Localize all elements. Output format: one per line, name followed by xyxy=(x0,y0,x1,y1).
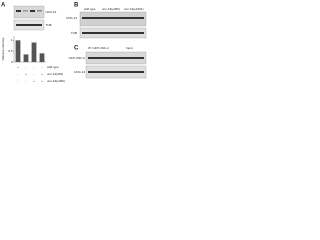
header: IP: GFP-UNC-2 xyxy=(88,46,109,50)
header: Input xyxy=(126,46,133,50)
lane-label: wild type xyxy=(84,7,96,11)
bar xyxy=(39,53,45,62)
sign: - xyxy=(42,65,43,69)
sign: - xyxy=(18,72,19,76)
sign: - xyxy=(26,79,27,83)
blot-label: UNC-13 xyxy=(46,10,57,14)
sign: - xyxy=(34,65,35,69)
sign: - xyxy=(26,65,27,69)
y-tick-label: 0 xyxy=(11,60,13,64)
panel-label: B xyxy=(74,3,79,9)
band xyxy=(88,57,144,59)
row-label: wild type xyxy=(47,65,59,69)
blot-label: GFP-UNC-2 xyxy=(69,56,86,60)
page: {"panel_a": {"label": "A", "blot_labels"… xyxy=(0,0,150,91)
band xyxy=(82,32,144,34)
sign: + xyxy=(33,79,35,83)
figure: A B C UNC-13 TUB Relative intensity UNC-… xyxy=(1,3,147,83)
sign: + xyxy=(17,65,19,69)
bands xyxy=(16,10,42,26)
sign: - xyxy=(34,72,35,76)
blot xyxy=(13,5,45,19)
band xyxy=(82,17,144,19)
panel-label: A xyxy=(1,3,6,9)
bar xyxy=(31,42,37,62)
band xyxy=(16,10,21,12)
bar xyxy=(15,40,21,62)
y-axis-label: Relative intensity xyxy=(1,37,5,60)
lane-label: unc-13(e450) xyxy=(102,7,120,11)
blot-label: TUB xyxy=(71,31,77,35)
bar xyxy=(23,54,29,62)
panel-label: C xyxy=(74,46,79,52)
sign: + xyxy=(25,72,27,76)
band xyxy=(37,10,42,12)
band xyxy=(23,10,28,12)
blot-label: UNC-13 xyxy=(66,16,77,20)
band xyxy=(88,71,144,73)
band xyxy=(16,24,42,26)
y-tick-label: 1 xyxy=(11,38,13,42)
sign: + xyxy=(41,72,43,76)
y-tick-label: 0.5 xyxy=(8,49,13,53)
band xyxy=(30,10,35,12)
blot-label: TUB xyxy=(46,23,52,27)
sign: - xyxy=(18,79,19,83)
lane-label: unc-13(e1091) xyxy=(124,7,144,11)
blot-label: UNC-13 xyxy=(74,70,85,74)
sign: + xyxy=(41,79,43,83)
row-label: unc-13(s69) xyxy=(47,72,63,76)
row-label: unc-13(e450) xyxy=(47,79,65,83)
